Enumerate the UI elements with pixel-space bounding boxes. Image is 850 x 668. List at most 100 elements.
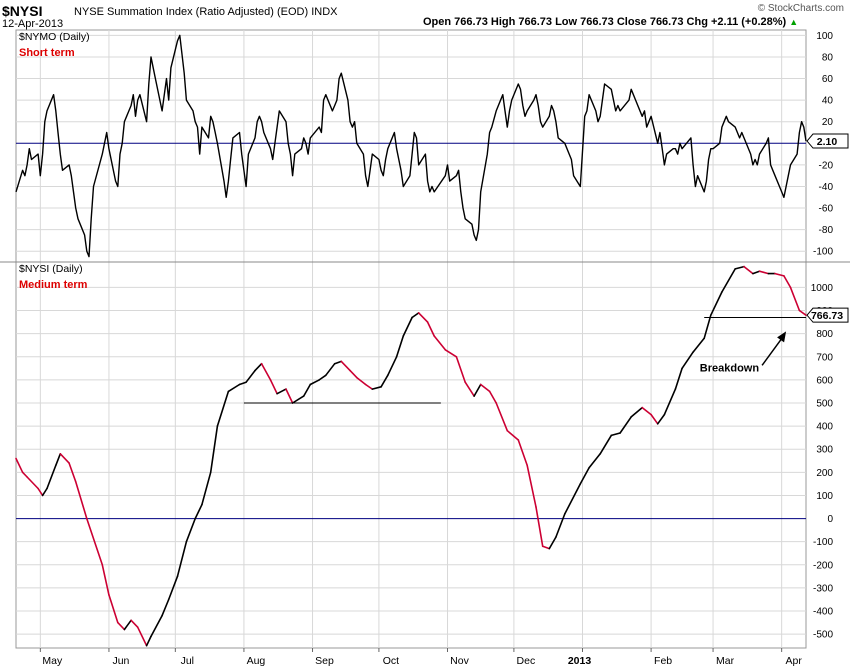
nysi-line-segment bbox=[588, 452, 602, 469]
nysi-line-segment bbox=[59, 452, 70, 464]
nysi-line-segment bbox=[650, 413, 659, 425]
y-tick-label: -60 bbox=[819, 204, 834, 215]
y-tick-label: 200 bbox=[816, 468, 833, 479]
nysi-line-segment bbox=[227, 383, 241, 393]
nysi-line-segment bbox=[309, 379, 321, 386]
nysi-line-segment bbox=[789, 286, 801, 312]
x-tick-label: Mar bbox=[716, 655, 735, 667]
breakdown-arrow bbox=[761, 334, 785, 366]
x-tick-label: 2013 bbox=[568, 655, 592, 667]
nysi-line-segment bbox=[41, 487, 48, 497]
nysi-line-segment bbox=[709, 291, 723, 317]
x-tick-label: Dec bbox=[517, 655, 536, 667]
nysi-line-segment bbox=[488, 390, 498, 404]
chart-date: 12-Apr-2013 bbox=[2, 18, 64, 30]
nysi-line-segment bbox=[21, 471, 28, 478]
panel-subtitle: Medium term bbox=[19, 279, 88, 291]
nysi-line-segment bbox=[517, 439, 529, 467]
y-tick-label: -400 bbox=[813, 607, 833, 618]
last-value-tag bbox=[806, 307, 849, 323]
y-tick-label: -20 bbox=[819, 160, 834, 171]
nysi-line-segment bbox=[68, 462, 77, 483]
nysi-line-segment bbox=[276, 388, 287, 395]
y-tick-label: 100 bbox=[816, 491, 833, 502]
nymo-line bbox=[15, 34, 807, 258]
nysi-line-segment bbox=[610, 432, 621, 437]
y-tick-label: 40 bbox=[822, 96, 834, 107]
x-tick-label: Jun bbox=[112, 655, 129, 667]
last-value-label: 2.10 bbox=[817, 136, 838, 148]
nysi-line-segment bbox=[136, 626, 148, 647]
nysi-line-segment bbox=[426, 321, 436, 337]
y-tick-label: -100 bbox=[813, 537, 833, 548]
index-name: NYSE Summation Index (Ratio Adjusted) (E… bbox=[74, 6, 338, 18]
nysi-line-segment bbox=[619, 416, 633, 434]
nysi-line-segment bbox=[455, 355, 467, 384]
y-tick-label: -80 bbox=[819, 225, 834, 236]
ohlc-values: Open 766.73 High 766.73 Low 766.73 Close… bbox=[423, 16, 787, 28]
x-tick-label: Sep bbox=[315, 655, 334, 667]
nysi-line-segment bbox=[774, 272, 785, 277]
y-tick-label: 80 bbox=[822, 52, 834, 63]
nysi-line-segment bbox=[150, 614, 163, 638]
nysi-line-segment bbox=[479, 383, 491, 393]
y-tick-label: -200 bbox=[813, 560, 833, 571]
nysi-line-segment bbox=[108, 593, 119, 624]
nysi-line-segment bbox=[548, 536, 557, 550]
nysi-line-segment bbox=[526, 464, 537, 508]
nysi-line-segment bbox=[269, 379, 278, 395]
nysi-line-segment bbox=[254, 362, 263, 372]
y-tick-label: -500 bbox=[813, 630, 833, 641]
nysi-line-segment bbox=[674, 367, 683, 390]
y-tick-label: -40 bbox=[819, 182, 834, 193]
nysi-line-segment bbox=[161, 598, 170, 617]
nysi-line-segment bbox=[743, 265, 754, 275]
nysi-line-segment bbox=[291, 395, 305, 404]
y-tick-label: -100 bbox=[813, 247, 833, 258]
annotation-label: Breakdown bbox=[700, 362, 760, 374]
panel-title: $NYMO (Daily) bbox=[19, 31, 90, 43]
nysi-line-segment bbox=[101, 563, 110, 596]
nysi-line-segment bbox=[386, 355, 398, 377]
nysi-line-segment bbox=[411, 312, 420, 319]
nysi-line-segment bbox=[535, 506, 544, 548]
y-tick-label: 60 bbox=[822, 74, 834, 85]
nysi-line-segment bbox=[579, 466, 590, 485]
x-tick-label: Apr bbox=[785, 655, 802, 667]
nysi-line-segment bbox=[380, 374, 389, 388]
nysi-line-segment bbox=[734, 265, 745, 270]
nysi-line-segment bbox=[464, 381, 475, 397]
nysi-line-segment bbox=[238, 381, 247, 386]
nysi-line-segment bbox=[245, 369, 256, 384]
nysi-line-segment bbox=[563, 483, 582, 515]
nysi-line-segment bbox=[752, 270, 761, 275]
nysi-line-segment bbox=[349, 369, 358, 379]
y-tick-label: 300 bbox=[816, 445, 833, 456]
nysi-line-segment bbox=[260, 362, 272, 381]
nysi-line-segment bbox=[130, 619, 139, 629]
nysi-line-segment bbox=[433, 335, 447, 351]
nysi-line-segment bbox=[783, 275, 792, 289]
x-tick-label: Feb bbox=[654, 655, 672, 667]
nysi-line-segment bbox=[74, 480, 88, 520]
panel-subtitle: Short term bbox=[19, 47, 75, 59]
y-tick-label: 600 bbox=[816, 375, 833, 386]
nysi-line-segment bbox=[216, 390, 230, 427]
y-tick-label: 100 bbox=[816, 31, 833, 42]
last-value-label: 766.73 bbox=[811, 310, 843, 322]
breakdown-arrowhead bbox=[777, 331, 787, 343]
x-tick-label: Nov bbox=[450, 655, 469, 667]
nysi-line-segment bbox=[333, 360, 343, 365]
panel-title: $NYSI (Daily) bbox=[19, 263, 83, 275]
nysi-line-segment bbox=[371, 385, 382, 390]
nysi-line-segment bbox=[185, 517, 196, 543]
y-tick-label: 1000 bbox=[811, 283, 834, 294]
nysi-line-segment bbox=[54, 452, 62, 467]
plot-frame bbox=[15, 29, 807, 649]
nysi-line-segment bbox=[555, 513, 566, 538]
nysi-line-segment bbox=[194, 503, 203, 520]
symbol-title: $NYSI bbox=[2, 3, 43, 19]
nysi-line-segment bbox=[599, 434, 613, 455]
x-tick-label: Jul bbox=[181, 655, 194, 667]
nysi-line-segment bbox=[798, 309, 807, 317]
